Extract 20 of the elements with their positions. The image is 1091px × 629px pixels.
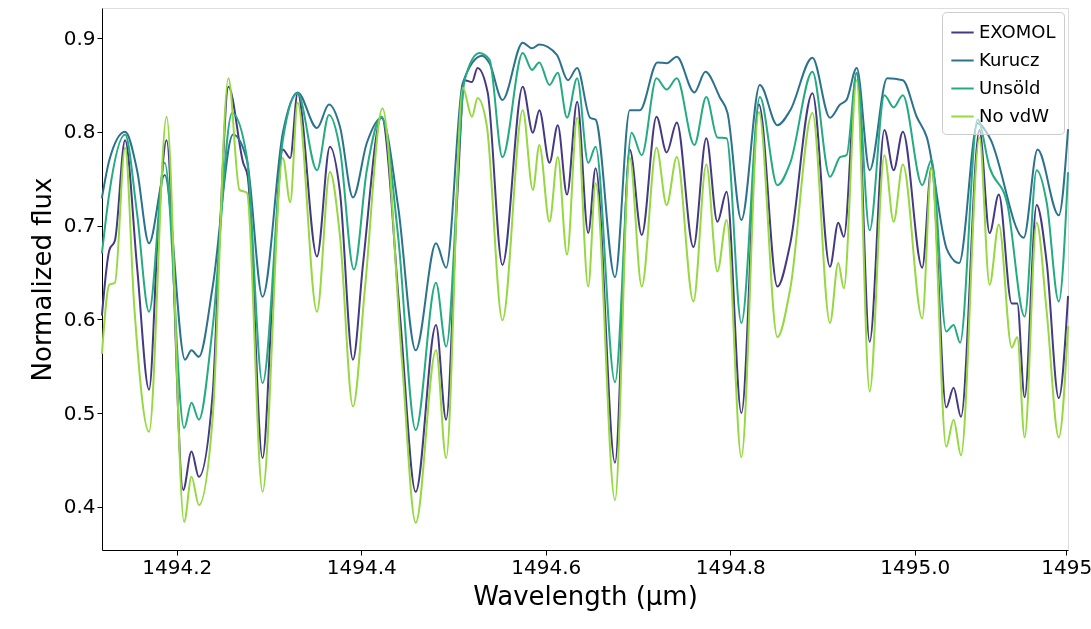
x-tick-label: 1494.2 xyxy=(142,554,213,579)
legend-label: No vdW xyxy=(979,104,1050,126)
x-axis-title: Wavelength (μm) xyxy=(473,580,698,611)
line-series xyxy=(101,52,1069,431)
y-tick-label: 0.9 xyxy=(63,25,96,50)
legend-label: Unsöld xyxy=(979,76,1041,98)
legend-label: Kurucz xyxy=(979,48,1040,70)
x-tick-label: 1494.8 xyxy=(695,554,766,579)
x-tick-label: 1494.6 xyxy=(511,554,582,579)
x-tick-label: 1495 xyxy=(1041,554,1091,579)
x-tick-label: 1495.0 xyxy=(880,554,951,579)
y-tick-label: 0.8 xyxy=(63,119,96,144)
y-tick-label: 0.4 xyxy=(63,494,96,519)
y-tick-label: 0.7 xyxy=(63,213,96,238)
legend-label: EXOMOL xyxy=(979,20,1056,42)
y-axis-title: Normalized flux xyxy=(26,177,57,382)
x-tick-label: 1494.4 xyxy=(326,554,397,579)
line-series xyxy=(101,41,1069,361)
y-tick-label: 0.6 xyxy=(63,306,96,331)
y-tick-label: 0.5 xyxy=(63,400,96,425)
